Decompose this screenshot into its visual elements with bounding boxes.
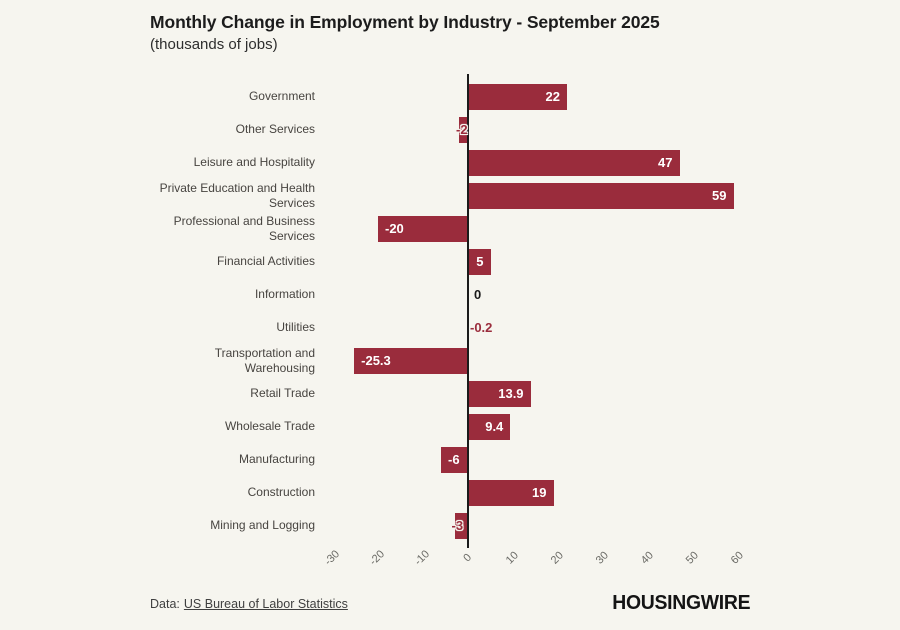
bar-row: Leisure and Hospitality 47	[150, 146, 750, 179]
x-tick-label: 30	[593, 549, 611, 567]
category-label: Other Services	[235, 122, 315, 137]
x-tick-label: 0	[461, 551, 475, 565]
value-label: 0	[474, 286, 482, 302]
category-label: Mining and Logging	[210, 518, 315, 533]
bar-row: Transportation and Warehousing -25.3	[150, 344, 750, 377]
bar-canvas: -20	[325, 212, 750, 245]
bar-canvas: 13.9	[325, 377, 750, 410]
bar	[468, 380, 531, 407]
bar	[441, 446, 468, 473]
bar	[468, 149, 680, 176]
bar-row: Private Education and Health Services 59	[150, 179, 750, 212]
bar	[468, 413, 511, 440]
value-label: 13.9	[498, 385, 524, 401]
source-link[interactable]: US Bureau of Labor Statistics	[183, 596, 348, 611]
x-tick-label: -10	[412, 548, 433, 568]
zero-axis-line	[467, 74, 469, 548]
bar-canvas: 5	[325, 245, 750, 278]
bar-row: Utilities -0.2	[150, 311, 750, 344]
chart-title: Monthly Change in Employment by Industry…	[150, 12, 660, 32]
category-label: Information	[254, 287, 315, 302]
chart-content: Monthly Change in Employment by Industry…	[150, 12, 750, 618]
x-tick-label: 50	[683, 549, 701, 567]
bar-canvas: -25.3	[325, 344, 750, 377]
value-label: 5	[476, 253, 484, 269]
chart-subtitle: (thousands of jobs)	[150, 36, 278, 53]
bar-canvas: -6	[325, 443, 750, 476]
value-label: -3	[451, 517, 464, 533]
category-label: Utilities	[276, 320, 315, 335]
category-label: Construction	[247, 485, 315, 500]
bar-canvas: -0.2	[325, 311, 750, 344]
value-label: 47	[658, 154, 673, 170]
x-axis: -30 -20 -10 0 10 20 30 40 50 60	[150, 542, 750, 590]
value-label: -20	[385, 220, 404, 236]
bar-row: Professional and Business Services -20	[150, 212, 750, 245]
value-label: 19	[532, 484, 547, 500]
x-tick-label: 20	[548, 549, 566, 567]
bar-canvas: 22	[325, 80, 750, 113]
bar-row: Information 0	[150, 278, 750, 311]
bar	[468, 479, 554, 506]
x-tick-label: 60	[728, 549, 746, 567]
bar-row: Construction 19	[150, 476, 750, 509]
x-tick-label: 10	[503, 549, 521, 567]
bar	[468, 248, 491, 275]
bar-canvas: 19	[325, 476, 750, 509]
housingwire-logo: HOUSINGWIRE	[612, 592, 750, 614]
bar	[468, 83, 567, 110]
category-label: Leisure and Hospitality	[193, 155, 315, 170]
bar	[378, 215, 468, 242]
value-label: 59	[712, 187, 727, 203]
bar-canvas: 59	[325, 179, 750, 212]
category-label: Professional and Business Services	[173, 214, 315, 243]
x-tick-label: -30	[322, 548, 343, 568]
bar-canvas: 9.4	[325, 410, 750, 443]
category-label: Financial Activities	[216, 254, 315, 269]
category-label: Manufacturing	[238, 452, 315, 467]
bar-canvas: 0	[325, 278, 750, 311]
bar-chart: Government 22 Other Services -2 Leisure and …	[150, 74, 750, 548]
category-label: Transportation and Warehousing	[214, 346, 315, 375]
category-label: Wholesale Trade	[224, 419, 315, 434]
value-label: 9.4	[485, 418, 504, 434]
bar	[459, 116, 468, 143]
source-prefix: Data:	[150, 596, 180, 611]
bar-row: Financial Activities 5	[150, 245, 750, 278]
value-label: -2	[456, 121, 468, 137]
value-label: -6	[448, 451, 460, 467]
value-label: 22	[545, 88, 560, 104]
bar-canvas: 47	[325, 146, 750, 179]
bar-canvas: -3	[325, 509, 750, 542]
bar	[354, 347, 468, 374]
value-label: -25.3	[361, 352, 391, 368]
bar-row: Government 22	[150, 80, 750, 113]
value-label: -0.2	[470, 319, 493, 335]
bar-row: Wholesale Trade 9.4	[150, 410, 750, 443]
source-note: Data: US Bureau of Labor Statistics	[150, 597, 348, 611]
bar-row: Other Services -2	[150, 113, 750, 146]
bar	[454, 512, 468, 539]
x-tick-label: -20	[367, 548, 388, 568]
category-label: Government	[248, 89, 315, 104]
category-label: Private Education and Health Services	[159, 181, 315, 210]
bar-row: Mining and Logging -3	[150, 509, 750, 542]
bar	[468, 182, 734, 209]
bar-row: Manufacturing -6	[150, 443, 750, 476]
footer: Data: US Bureau of Labor Statistics HOUSI…	[150, 592, 750, 615]
bar-canvas: -2	[325, 113, 750, 146]
x-tick-label: 40	[638, 549, 656, 567]
bar-row: Retail Trade 13.9	[150, 377, 750, 410]
category-label: Retail Trade	[250, 386, 315, 401]
